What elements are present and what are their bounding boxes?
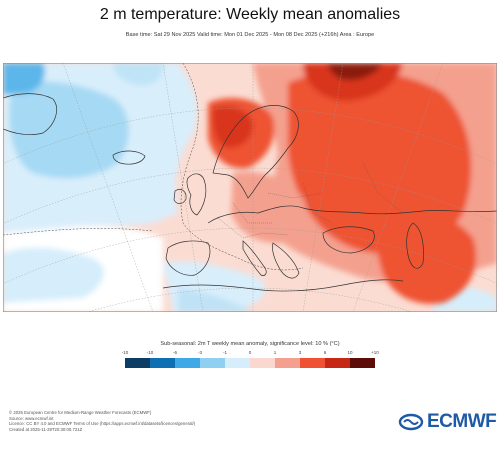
footer-line-licence: Licence: CC BY 4.0 and ECMWF Terms of Us…: [9, 421, 196, 427]
cold-anomaly-areas: [3, 63, 497, 312]
legend-swatch: [175, 358, 200, 368]
legend-swatch: [200, 358, 225, 368]
legend-tick-label: -10: [121, 350, 129, 355]
legend-tick-label: +10: [371, 350, 379, 355]
legend-swatch: [125, 358, 150, 368]
map-frame: [3, 63, 497, 312]
graticule: [3, 63, 497, 312]
footer-line-copyright: © 2025 European Centre for Medium-Range …: [9, 410, 152, 415]
legend-tick-labels: -10 -10 -6 -3 -1 0 1 3 6 10 +10: [121, 350, 379, 358]
legend-swatch: [350, 358, 375, 368]
color-legend: [125, 358, 375, 368]
legend-title: Sub-seasonal: 2m T weekly mean anomaly, …: [160, 341, 340, 347]
legend-tick-label: 6: [323, 350, 327, 355]
country-borders: [217, 162, 404, 239]
legend-tick-label: 1: [273, 350, 277, 355]
legend-tick-label: 10: [347, 350, 353, 355]
legend-swatch: [275, 358, 300, 368]
map-title: 2 m temperature: Weekly mean anomalies: [99, 6, 401, 23]
coastlines: [3, 93, 497, 292]
ecmwf-logo-text: ECMWF: [427, 411, 497, 432]
zero-contour: [3, 63, 304, 271]
legend-tick-label: 3: [298, 350, 302, 355]
warm-anomaly-areas: [208, 63, 497, 304]
legend-tick-label: -10: [146, 350, 154, 355]
legend-tick-label: -3: [197, 350, 203, 355]
map-subtitle: Base time: Sat 29 Nov 2025 Valid time: M…: [125, 32, 375, 38]
footer-line-created: Created at 2025-11-29T20:30:00.721Z: [9, 426, 83, 432]
legend-swatch: [325, 358, 350, 368]
ecmwf-logo: ECMWF: [398, 411, 497, 433]
footer-line-source: Source: www.ecmwf.int: [9, 415, 54, 421]
legend-tick-label: -6: [172, 350, 178, 355]
legend-tick-label: 0: [248, 350, 252, 355]
ecmwf-logo-icon: [398, 413, 424, 431]
legend-swatch: [225, 358, 250, 368]
legend-tick-label: -1: [222, 350, 228, 355]
footer-credits: © 2025 European Centre for Medium-Range …: [9, 410, 195, 432]
legend-swatch: [300, 358, 325, 368]
anomaly-map: [3, 63, 497, 312]
legend-swatch: [150, 358, 175, 368]
legend-swatch: [250, 358, 275, 368]
